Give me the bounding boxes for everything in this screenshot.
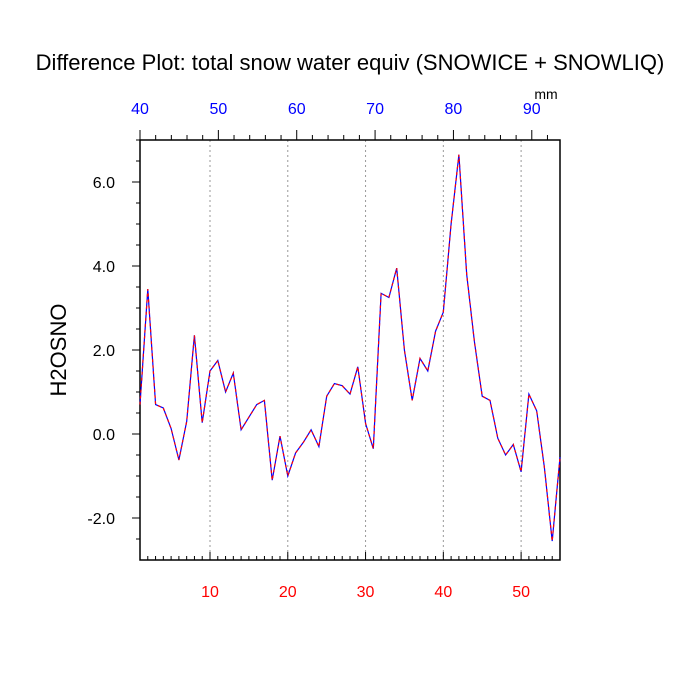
bottom-tick-label: 50 xyxy=(512,584,530,601)
bottom-tick-label: 30 xyxy=(357,584,375,601)
series-line xyxy=(139,154,561,542)
y-tick-label: 0.0 xyxy=(93,427,115,444)
top-tick-label: 50 xyxy=(209,101,227,118)
top-axis-unit: mm xyxy=(534,86,557,102)
y-tick-label: 4.0 xyxy=(93,259,115,276)
top-tick-label: 80 xyxy=(445,101,463,118)
top-tick-label: 90 xyxy=(523,101,541,118)
top-tick-label: 40 xyxy=(131,101,149,118)
top-tick-label: 70 xyxy=(366,101,384,118)
top-tick-label: 60 xyxy=(288,101,306,118)
y-axis-label: H2OSNO xyxy=(46,304,71,397)
y-tick-label: 6.0 xyxy=(93,175,115,192)
bottom-tick-label: 40 xyxy=(434,584,452,601)
plot-frame xyxy=(139,139,561,561)
bottom-tick-label: 20 xyxy=(279,584,297,601)
y-tick-label: -2.0 xyxy=(87,511,115,528)
bottom-tick-label: 10 xyxy=(201,584,219,601)
series-line-overlay xyxy=(139,154,561,542)
y-tick-label: 2.0 xyxy=(93,343,115,360)
chart-title: Difference Plot: total snow water equiv … xyxy=(36,50,665,75)
